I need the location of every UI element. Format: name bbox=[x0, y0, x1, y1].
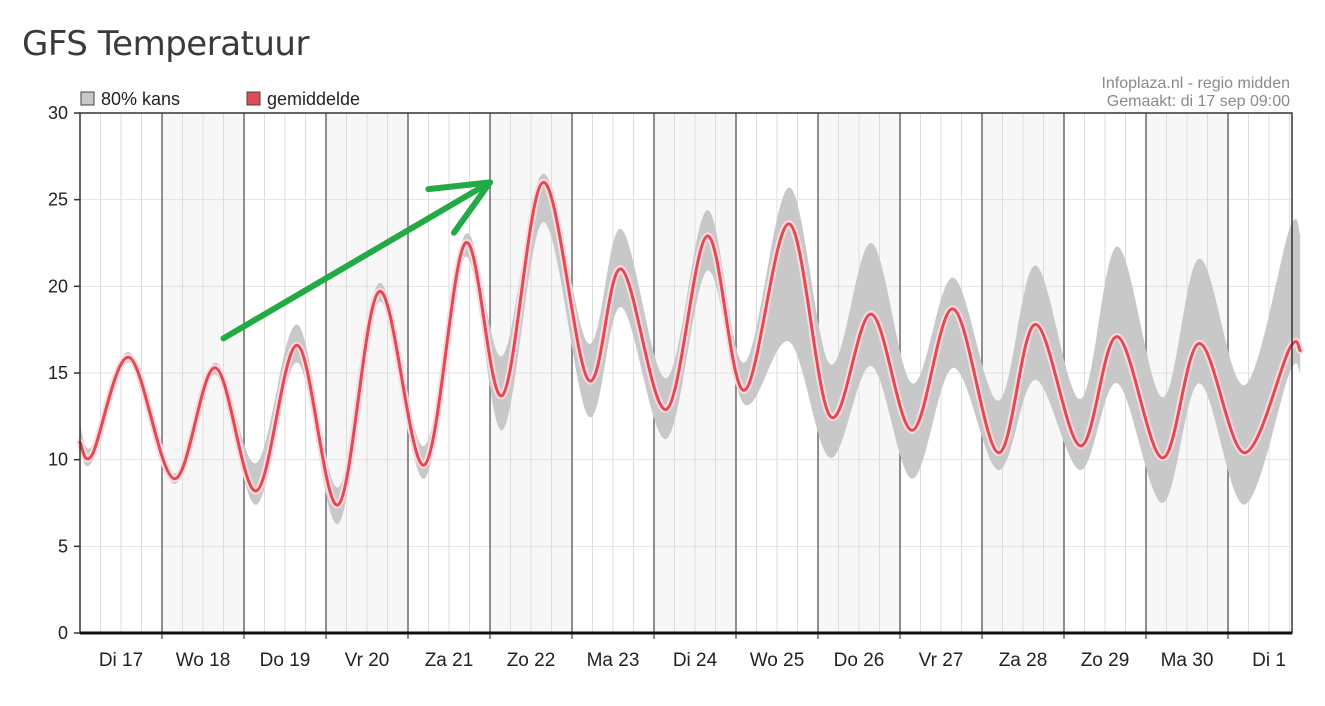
x-tick-label: Di 1 bbox=[1252, 650, 1286, 671]
legend-swatch-mean bbox=[246, 91, 261, 106]
x-tick-label: Za 28 bbox=[999, 650, 1048, 671]
y-tick-label: 0 bbox=[58, 623, 68, 643]
line-layer bbox=[76, 178, 1304, 509]
legend: 80% kans gemiddelde bbox=[80, 89, 360, 109]
y-tick-label: 20 bbox=[48, 276, 68, 296]
x-tick-label: Zo 29 bbox=[1081, 650, 1130, 671]
legend-swatch-band bbox=[80, 91, 95, 106]
annotation-arrow-shaft bbox=[220, 179, 493, 342]
x-tick-label: Di 17 bbox=[99, 650, 143, 671]
x-tick-label: Do 26 bbox=[834, 650, 885, 671]
x-tick-label: Vr 20 bbox=[345, 650, 390, 671]
page-title: GFS Temperatuur bbox=[22, 24, 309, 64]
band-80-percent bbox=[80, 173, 1301, 525]
y-tick-label: 30 bbox=[48, 103, 68, 123]
x-tick-label: Wo 25 bbox=[750, 650, 805, 671]
x-tick-label: Ma 30 bbox=[1161, 650, 1214, 671]
x-tick-label: Di 24 bbox=[673, 650, 718, 671]
y-tick-label: 5 bbox=[58, 536, 68, 556]
y-tick-label: 25 bbox=[48, 190, 68, 210]
x-tick-label: Do 19 bbox=[260, 650, 311, 671]
annotation-layer bbox=[220, 179, 493, 342]
y-tick-labels: 0 5 10 15 20 25 30 bbox=[48, 103, 80, 643]
x-tick-label: Za 21 bbox=[425, 650, 474, 671]
y-tick-label: 10 bbox=[48, 450, 68, 470]
legend-label-band: 80% kans bbox=[101, 89, 180, 109]
mean-line bbox=[78, 180, 1302, 507]
x-tick-label: Wo 18 bbox=[176, 650, 231, 671]
band-layer bbox=[80, 173, 1301, 525]
legend-label-mean: gemiddelde bbox=[267, 89, 360, 109]
x-tick-label: Ma 23 bbox=[587, 650, 640, 671]
source-label: Infoplaza.nl - regio midden bbox=[1101, 75, 1290, 92]
x-tick-label: Vr 27 bbox=[919, 650, 964, 671]
x-tick-label: Zo 22 bbox=[507, 650, 556, 671]
x-tick-labels: Di 17 Wo 18 Do 19 Vr 20 Za 21 Zo 22 Ma 23 Di 24… bbox=[99, 650, 1286, 671]
annotation-arrow-head bbox=[425, 179, 493, 236]
created-label: Gemaakt: di 17 sep 09:00 bbox=[1107, 93, 1290, 110]
y-tick-label: 15 bbox=[48, 363, 68, 383]
